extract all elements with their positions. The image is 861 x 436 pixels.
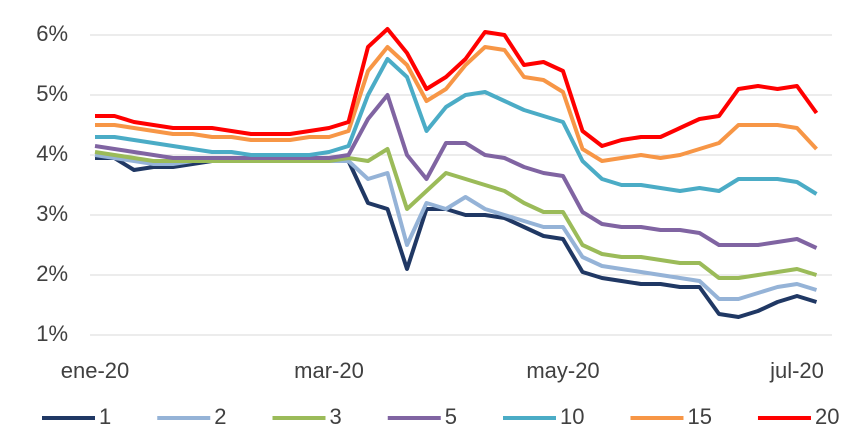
series-line xyxy=(95,45,818,163)
legend-label: 15 xyxy=(687,404,711,429)
legend-label: 20 xyxy=(815,404,839,429)
x-tick-label: ene-20 xyxy=(61,358,130,383)
x-tick-label: mar-20 xyxy=(294,358,364,383)
series-line xyxy=(95,57,818,196)
x-tick-label: may-20 xyxy=(526,358,599,383)
legend-label: 1 xyxy=(99,404,111,429)
y-tick-label: 4% xyxy=(36,141,68,166)
series-line xyxy=(95,27,819,148)
y-tick-label: 3% xyxy=(36,201,68,226)
legend-label: 10 xyxy=(560,404,584,429)
series-line xyxy=(94,147,818,280)
legend-label: 2 xyxy=(214,404,226,429)
y-tick-label: 6% xyxy=(36,21,68,46)
y-tick-label: 5% xyxy=(36,81,68,106)
x-tick-label: jul-20 xyxy=(769,358,824,383)
legend-label: 5 xyxy=(445,404,457,429)
series-line xyxy=(94,93,818,250)
y-tick-label: 2% xyxy=(36,261,68,286)
y-tick-label: 1% xyxy=(36,321,68,346)
legend-label: 3 xyxy=(330,404,342,429)
